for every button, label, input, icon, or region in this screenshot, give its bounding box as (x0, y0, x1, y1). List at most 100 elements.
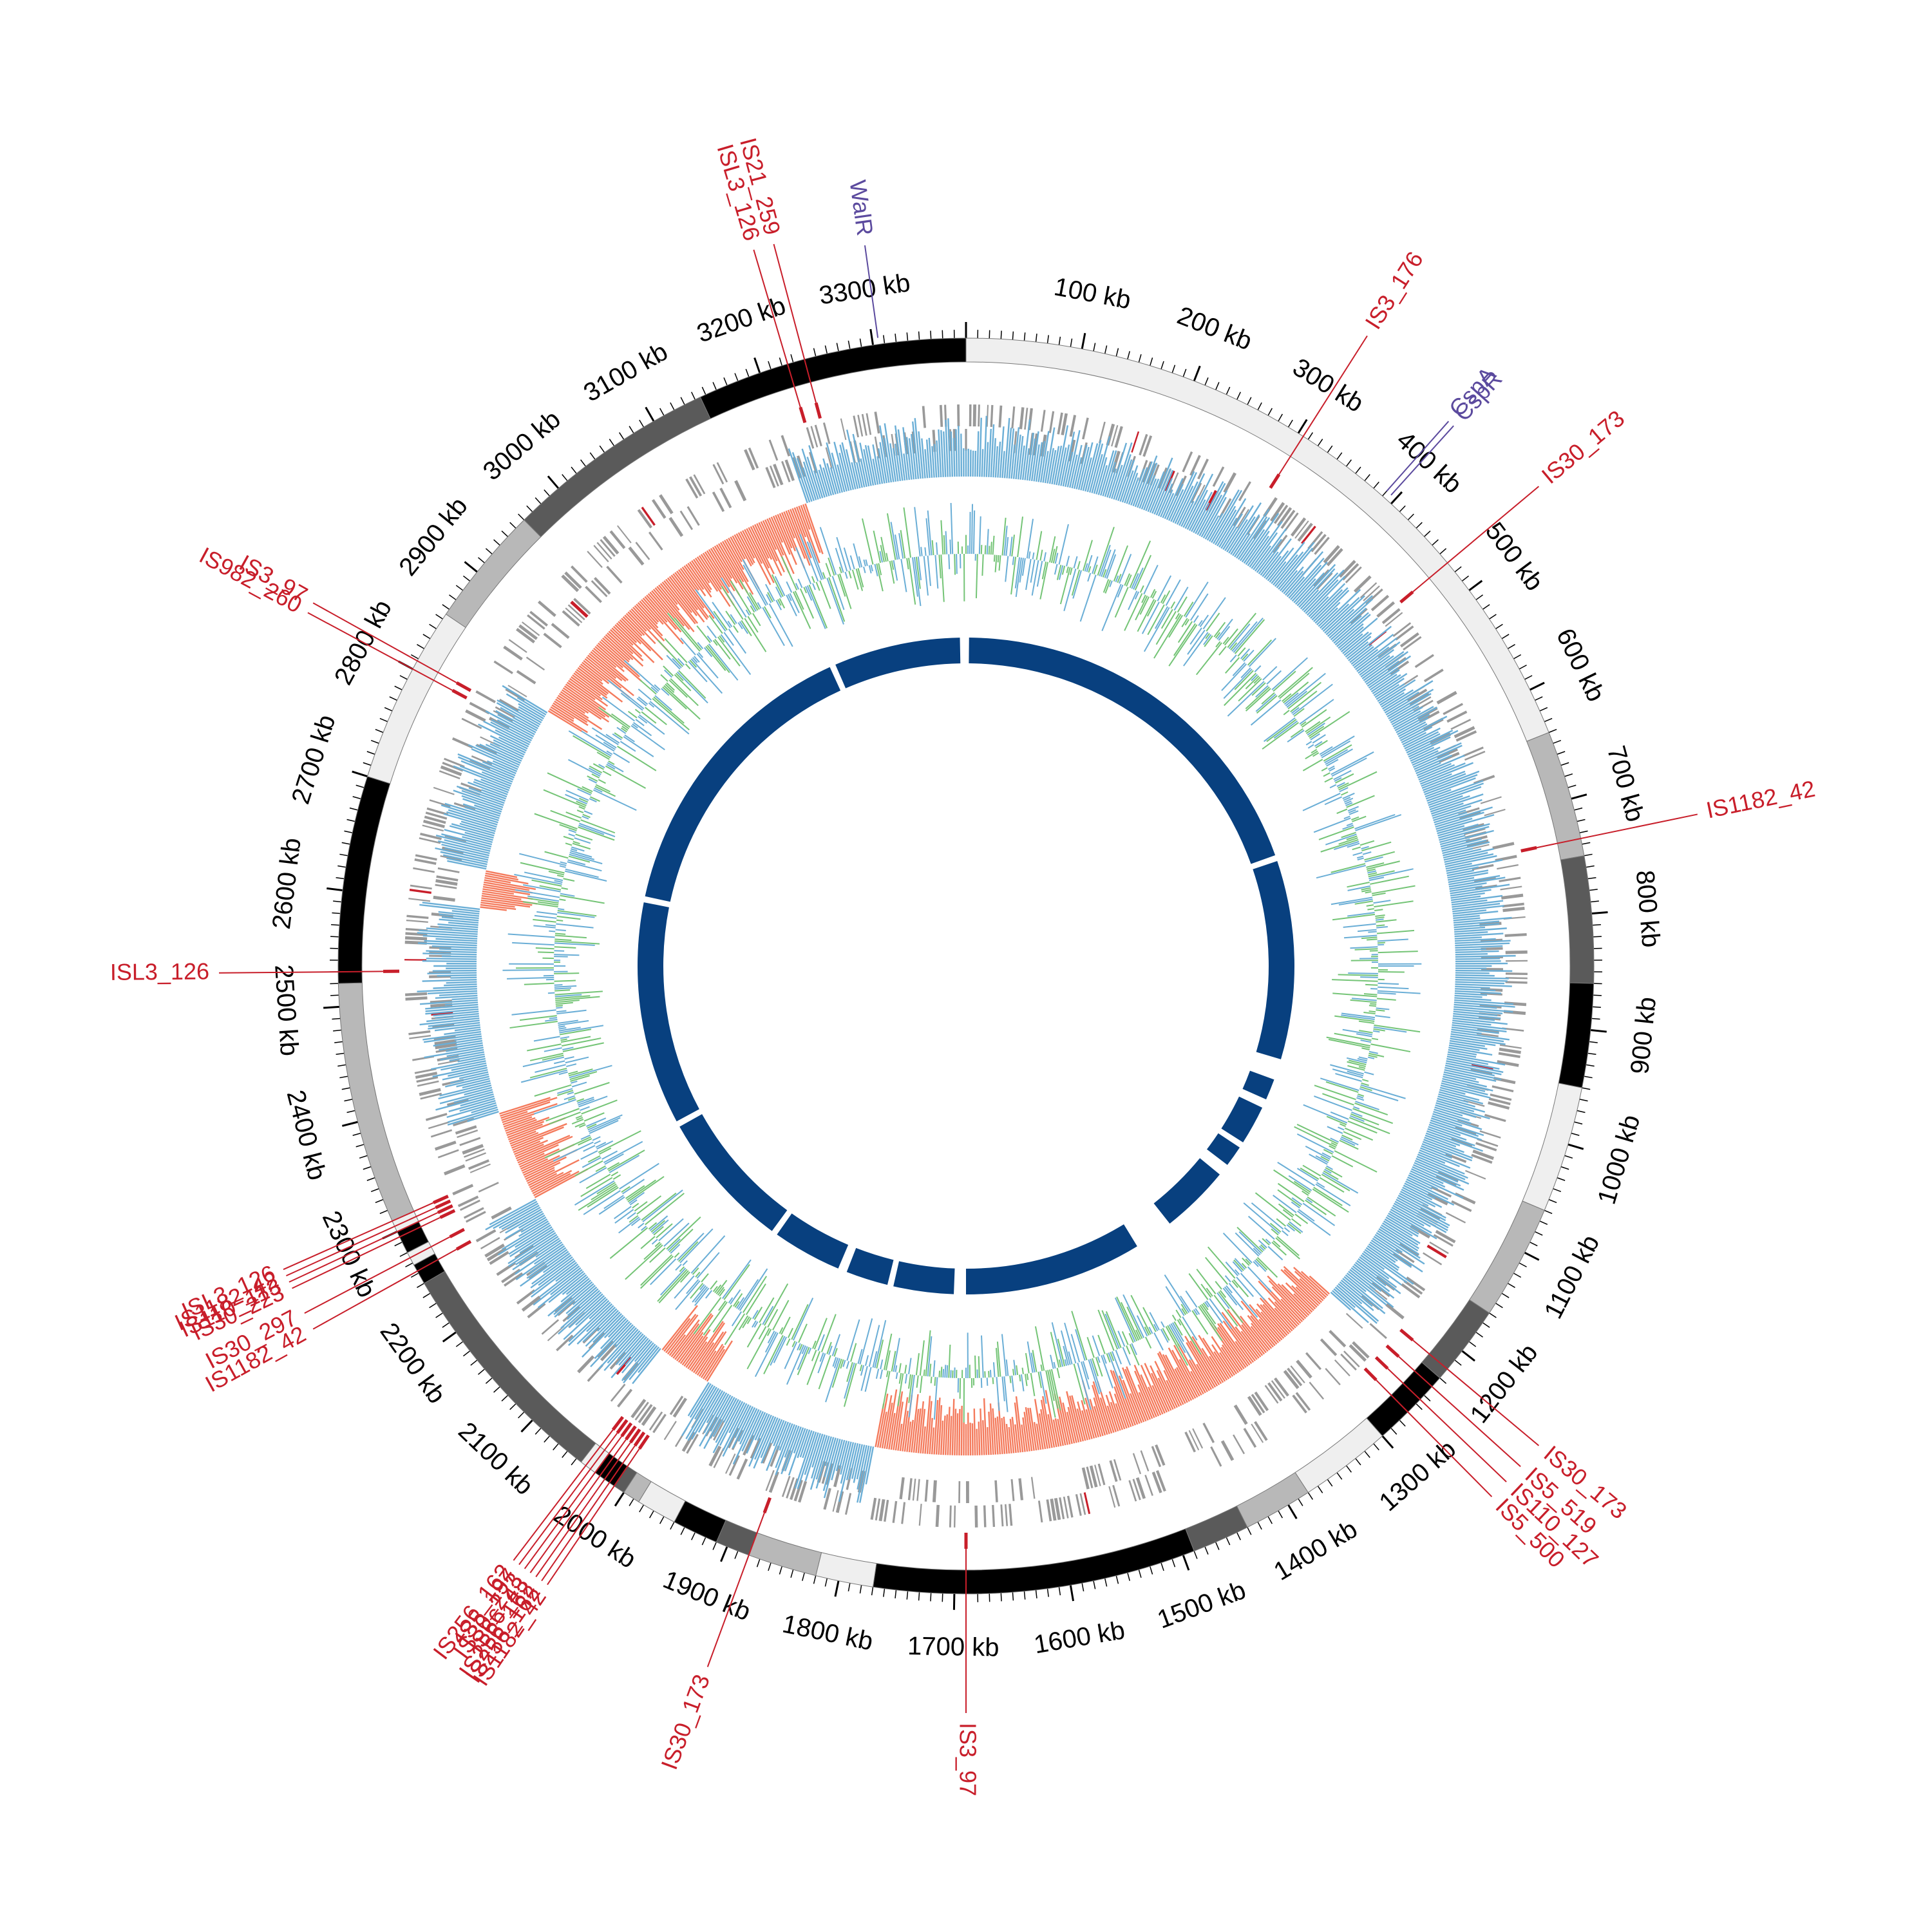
gc-skew-bar (644, 596, 668, 623)
gc-content-bar (1271, 1228, 1279, 1236)
gc-content-bar (1060, 1330, 1071, 1365)
is-leader-line (312, 602, 457, 684)
cds-mark (429, 946, 451, 950)
gc-content-bar (767, 1309, 779, 1328)
gc-content-bar (737, 622, 743, 630)
scale-tick (1046, 1588, 1049, 1597)
gc-skew-bar (484, 875, 529, 885)
gc-skew-bar (1397, 1195, 1446, 1222)
gc-content-bar (996, 1377, 1000, 1411)
gc-skew-bar (1162, 1354, 1188, 1403)
scale-tick (337, 1064, 346, 1067)
gc-skew-bar (1265, 550, 1289, 580)
gc-content-bar (843, 1363, 857, 1407)
gc-skew-bar (785, 510, 806, 559)
gc-skew-bar (1113, 1393, 1128, 1429)
cds-mark (415, 854, 437, 861)
cds-mark (1401, 1283, 1421, 1299)
gc-skew-bar (1241, 529, 1265, 563)
gc-skew-bar (1360, 1255, 1402, 1286)
gc-content-bar (1202, 597, 1226, 630)
cds-mark (1329, 1330, 1347, 1348)
gc-skew-bar (1226, 519, 1248, 553)
is-element-mark (432, 1195, 449, 1204)
gc-content-bar (1201, 1303, 1217, 1325)
cds-mark (728, 1455, 740, 1476)
gc-content-bar (1333, 770, 1352, 781)
gc-skew-bar (837, 464, 846, 493)
gc-content-bar (864, 1355, 869, 1366)
scale-tick (485, 1378, 493, 1384)
gc-skew-bar (976, 431, 980, 477)
contig-segment (1558, 982, 1595, 1088)
gc-content-bar (594, 787, 603, 793)
gc-skew-bar (1339, 1281, 1374, 1311)
cds-mark (652, 1414, 667, 1434)
gc-skew-bar (451, 823, 495, 837)
gc-skew-bar (679, 1332, 704, 1365)
gc-skew-bar (956, 1413, 959, 1455)
gc-skew-bar (621, 1339, 651, 1374)
gc-content-bar (1324, 796, 1343, 806)
scale-tick (1475, 1332, 1483, 1338)
gc-skew-bar (1383, 1220, 1421, 1244)
cds-mark (874, 436, 880, 459)
gc-content-bar (1314, 1095, 1352, 1112)
gc-skew-bar (1454, 923, 1500, 929)
gc-content-bar (1203, 634, 1212, 645)
gc-skew-bar (610, 629, 644, 661)
gc-skew-bar (1198, 1334, 1228, 1381)
scale-tick (442, 1322, 450, 1328)
gc-content-bar (578, 1098, 595, 1106)
gc-skew-bar (422, 1030, 482, 1041)
cds-mark (994, 1480, 998, 1502)
scale-label: 1400 kb (1269, 1515, 1363, 1586)
scale-tick (478, 557, 485, 564)
gc-skew-bar (511, 1126, 564, 1149)
gc-content-bar (1371, 885, 1416, 895)
cds-mark (554, 1296, 573, 1312)
contig-segment (337, 775, 391, 984)
gc-content-bar (654, 684, 661, 690)
gc-content-bar (945, 531, 948, 554)
gc-content-bar (819, 1352, 824, 1362)
gc-content-bar (733, 625, 739, 633)
gc-skew-bar (502, 1220, 549, 1251)
gc-skew-bar (1177, 1343, 1206, 1394)
scale-tick (859, 1585, 862, 1594)
gc-skew-bar (1305, 579, 1339, 614)
gc-content-bar (1368, 1054, 1378, 1058)
gc-content-bar (817, 1334, 825, 1351)
gc-skew-bar (1416, 1155, 1468, 1179)
gc-skew-bar (845, 449, 857, 489)
gc-skew-bar (589, 1300, 610, 1320)
cds-mark (1484, 1113, 1506, 1122)
gc-skew-bar (696, 1331, 727, 1376)
gc-skew-bar (1430, 1117, 1484, 1136)
gc-skew-bar (625, 1338, 649, 1366)
is-element-mark (616, 1419, 629, 1434)
gc-skew-bar (621, 1342, 654, 1381)
gc-skew-bar (1448, 1048, 1477, 1056)
gc-content-bar (1206, 1287, 1213, 1297)
gc-content-bar (1273, 670, 1296, 692)
gc-content-bar (674, 1252, 680, 1258)
gc-content-bar (1165, 1326, 1189, 1366)
gc-skew-bar (1279, 570, 1298, 592)
gc-content-bar (1232, 1261, 1243, 1273)
gc-skew-bar (1412, 1164, 1461, 1187)
gc-skew-bar (719, 1401, 744, 1446)
gc-skew-bar (1267, 1297, 1296, 1329)
cds-mark (1000, 1504, 1004, 1527)
gc-content-bar (1223, 668, 1253, 699)
gc-content-bar (559, 898, 566, 901)
cds-mark (1128, 1480, 1137, 1502)
gc-skew-bar (582, 661, 610, 685)
cds-mark (825, 1463, 834, 1485)
gc-content-bar (607, 679, 645, 710)
scale-tick (417, 1283, 425, 1288)
gc-content-bar (1165, 579, 1181, 606)
cds-mark (628, 546, 645, 566)
gc-content-bar (1106, 554, 1117, 579)
gc-content-bar (1012, 556, 1015, 565)
